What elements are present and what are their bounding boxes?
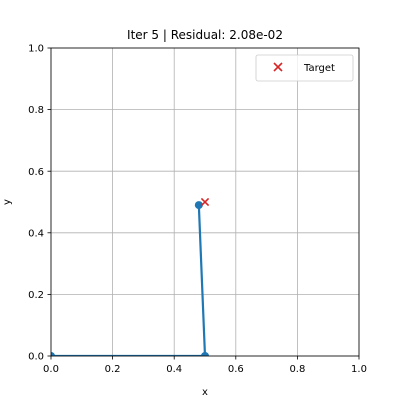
y-tick-label: 0.0 bbox=[28, 352, 44, 363]
x-tick-label: 0.4 bbox=[166, 364, 182, 375]
chart-title: Iter 5 | Residual: 2.08e-02 bbox=[127, 28, 283, 42]
y-tick-label: 0.8 bbox=[28, 105, 44, 116]
y-tick-label: 0.4 bbox=[28, 228, 44, 239]
y-tick-label: 1.0 bbox=[28, 44, 44, 55]
y-tick-label: 0.2 bbox=[28, 290, 44, 301]
joint-point-1 bbox=[201, 352, 209, 356]
grid bbox=[50, 47, 360, 357]
joint-point-0 bbox=[51, 352, 55, 356]
x-tick-label: 0.2 bbox=[105, 364, 121, 375]
x-tick-label: 0.8 bbox=[289, 364, 305, 375]
x-tick-label: 0.0 bbox=[43, 364, 59, 375]
x-tick-label: 1.0 bbox=[351, 364, 367, 375]
x-axis-label: x bbox=[202, 387, 208, 398]
legend-marker-target bbox=[273, 62, 283, 72]
series-group bbox=[51, 197, 210, 356]
y-tick-label: 0.6 bbox=[28, 167, 44, 178]
axis-ticks: 0.0 0.2 0.4 0.6 0.8 1.0 0.0 0.2 0.4 0.6 0.8 1.0 bbox=[28, 44, 367, 375]
y-axis-label: y bbox=[2, 199, 13, 205]
target-marker bbox=[200, 197, 210, 207]
x-tick-label: 0.6 bbox=[228, 364, 244, 375]
plot-area bbox=[51, 197, 210, 356]
joint-point-2 bbox=[194, 201, 203, 210]
legend-box bbox=[255, 54, 354, 82]
legend-label-target: Target bbox=[303, 63, 335, 74]
arm-line bbox=[51, 203, 207, 356]
legend: Target bbox=[255, 54, 354, 82]
axes-frame bbox=[50, 47, 360, 357]
